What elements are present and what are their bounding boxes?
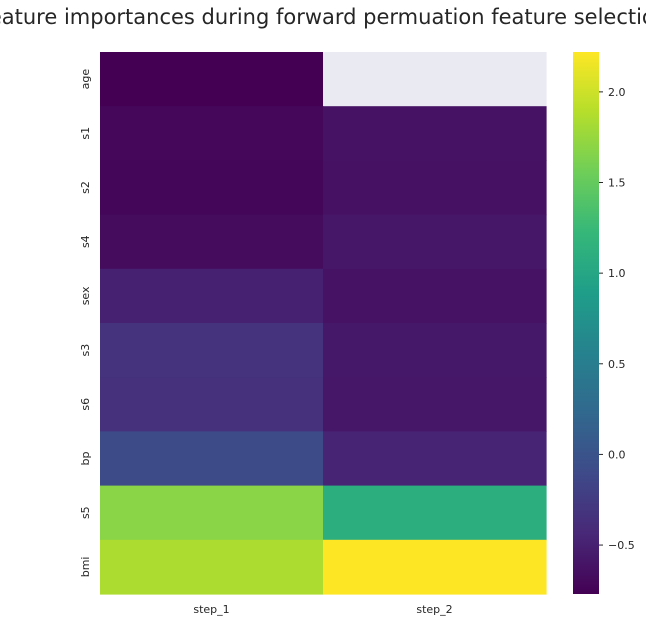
heatmap-cell xyxy=(100,106,324,161)
column-label: step_2 xyxy=(416,603,452,616)
row-labels: age s1 s2 s4 sex s3 s6 bp s5 bmi xyxy=(79,69,92,578)
colorbar-tick-label: 0.0 xyxy=(608,448,626,461)
heatmap-cell xyxy=(100,485,324,541)
heatmap-cell xyxy=(100,214,324,270)
heatmap-cells xyxy=(100,52,547,595)
heatmap-cell xyxy=(100,377,324,432)
row-label: bmi xyxy=(79,557,92,578)
row-label: s6 xyxy=(79,398,92,411)
heatmap-cell xyxy=(100,160,324,216)
row-label: bp xyxy=(79,452,92,466)
row-label: s3 xyxy=(79,344,92,357)
heatmap-cell xyxy=(100,52,324,107)
column-labels: step_1 step_2 xyxy=(193,603,452,616)
heatmap-cell xyxy=(100,431,324,487)
row-label: s1 xyxy=(79,127,92,140)
colorbar-ticks: −0.5 0.0 0.5 1.0 1.5 2.0 xyxy=(599,86,635,552)
heatmap-cell xyxy=(323,106,547,161)
heatmap-cell xyxy=(323,431,547,487)
heatmap-cell xyxy=(323,323,547,378)
heatmap-cell xyxy=(323,214,547,270)
row-label: sex xyxy=(79,286,92,305)
heatmap-cell xyxy=(323,485,547,541)
heatmap-cell xyxy=(323,268,547,324)
colorbar-tick-label: 0.5 xyxy=(608,358,626,371)
heatmap-cell xyxy=(100,268,324,324)
heatmap-cell xyxy=(323,539,547,595)
colorbar-tick-label: −0.5 xyxy=(608,539,635,552)
heatmap-cell xyxy=(100,539,324,595)
column-label: step_1 xyxy=(193,603,229,616)
row-label: age xyxy=(79,69,92,90)
colorbar xyxy=(573,52,599,594)
colorbar-tick-label: 2.0 xyxy=(608,86,626,99)
chart-title: Feature importances during forward permu… xyxy=(0,5,646,29)
heatmap-cell xyxy=(100,323,324,378)
row-label: s4 xyxy=(79,235,92,248)
row-label: s5 xyxy=(79,506,92,519)
row-label: s2 xyxy=(79,181,92,194)
heatmap-cell xyxy=(323,52,547,107)
heatmap-cell xyxy=(323,160,547,216)
colorbar-tick-label: 1.5 xyxy=(608,177,626,190)
heatmap-cell xyxy=(323,377,547,432)
colorbar-tick-label: 1.0 xyxy=(608,267,626,280)
